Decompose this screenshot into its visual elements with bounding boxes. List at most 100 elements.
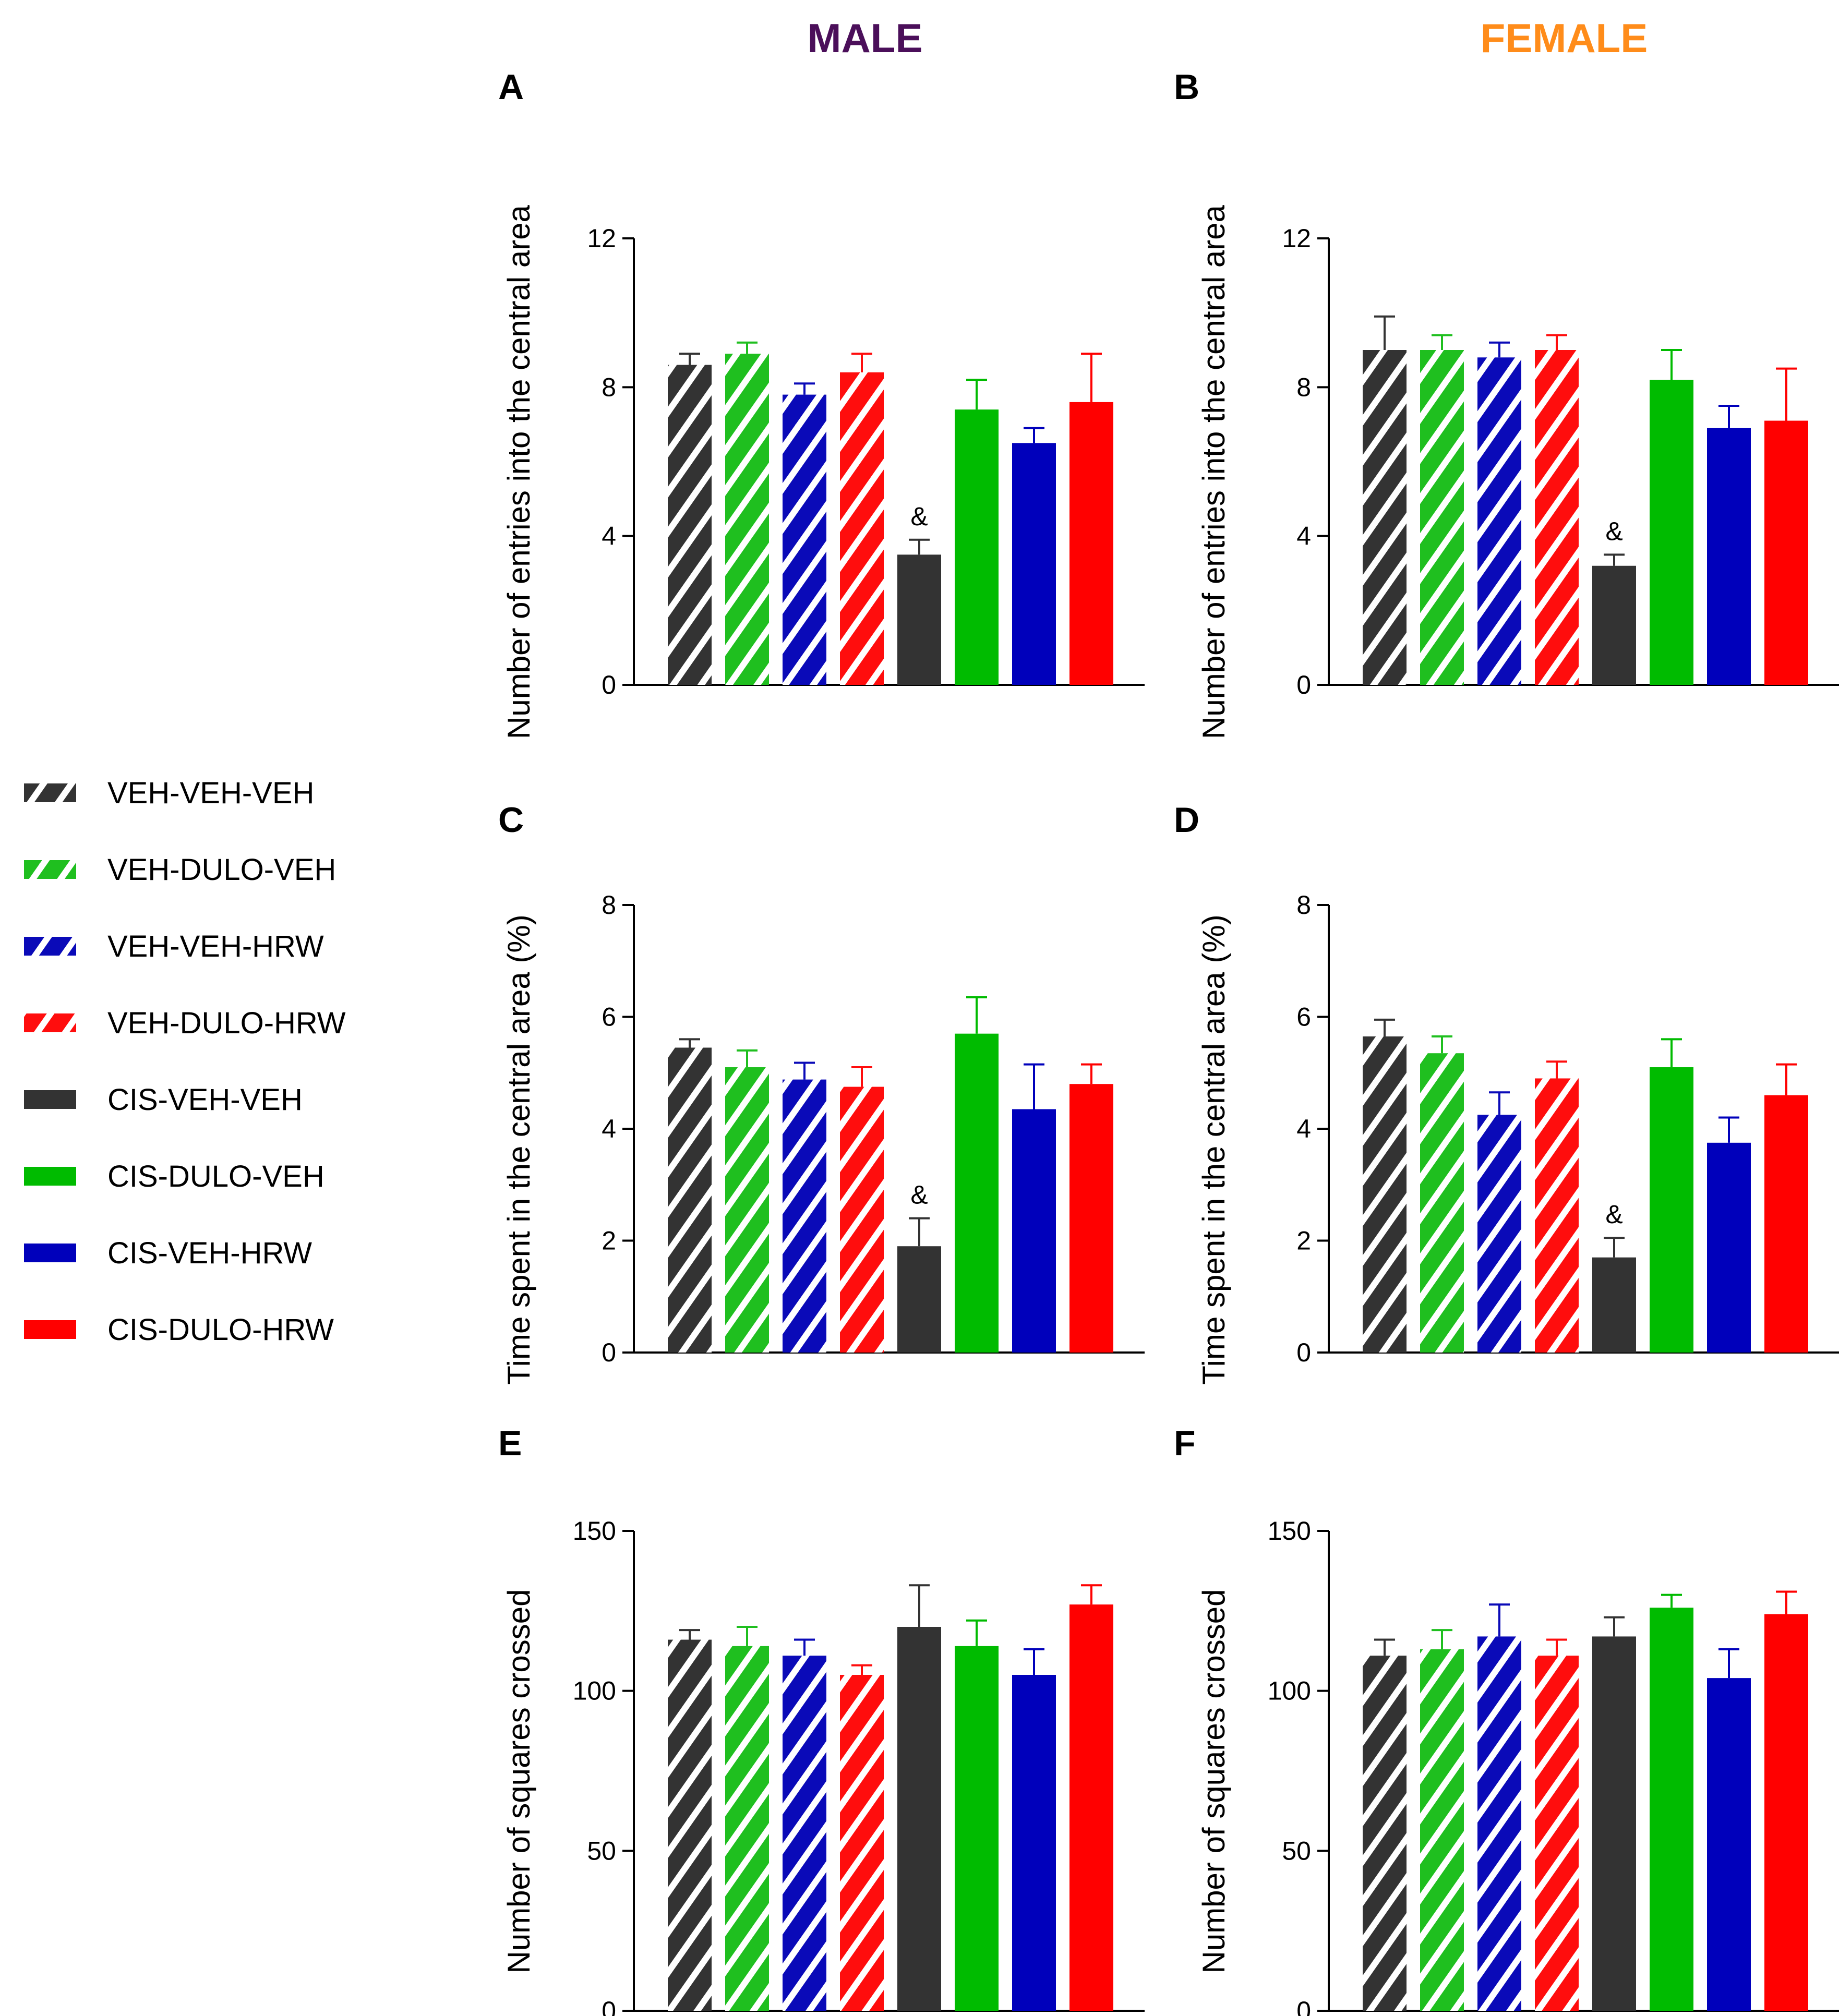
legend-swatch <box>24 1244 76 1262</box>
legend-label: CIS-DULO-VEH <box>107 1160 324 1193</box>
panel-letter: B <box>1174 67 1199 107</box>
panel-letter: C <box>498 800 524 840</box>
error-bar <box>966 1619 987 1646</box>
panel-letter: F <box>1174 1423 1196 1463</box>
female-title: FEMALE <box>1481 15 1648 61</box>
y-tick-label: 4 <box>1296 522 1311 551</box>
bar-veh-veh-hrw <box>1477 1115 1521 1353</box>
error-bar <box>1432 1629 1452 1649</box>
legend: VEH-VEH-VEH VEH-DULO-VEH VEH-VEH-HRW VEH-DU… <box>24 776 346 1347</box>
legend-label: VEH-DULO-VEH <box>107 853 336 887</box>
y-tick-label: 8 <box>1296 372 1311 402</box>
error-bar <box>1374 1018 1395 1037</box>
y-tick-label: 0 <box>1296 1338 1311 1367</box>
error-bar <box>1661 349 1682 380</box>
significance-marker: & <box>1605 1200 1622 1229</box>
bar-cis-veh-hrw <box>1707 428 1751 685</box>
bar-cis-dulo-veh <box>955 409 999 685</box>
error-bar <box>794 1638 815 1656</box>
bar-veh-dulo-hrw <box>840 1675 884 2011</box>
bar-veh-dulo-veh <box>725 354 769 685</box>
error-bar <box>794 382 815 395</box>
bar-cis-dulo-veh <box>955 1646 999 2011</box>
y-tick-label: 8 <box>602 890 616 920</box>
bar-cis-veh-veh <box>897 1627 941 2011</box>
bar-cis-dulo-hrw <box>1764 1614 1808 2011</box>
bar-cis-veh-veh <box>1592 1257 1636 1353</box>
bar-veh-dulo-veh <box>725 1067 769 1353</box>
error-bar <box>1489 1603 1510 1637</box>
bar-cis-dulo-hrw <box>1069 1604 1113 2011</box>
error-bar <box>1489 1091 1510 1115</box>
error-bar <box>1374 315 1395 350</box>
y-tick-label: 0 <box>1296 1996 1311 2016</box>
legend-swatch <box>24 860 76 879</box>
error-bar <box>737 1626 758 1646</box>
legend-label: CIS-VEH-HRW <box>107 1236 312 1270</box>
bar-cis-dulo-hrw <box>1069 1084 1113 1353</box>
y-tick-label: 150 <box>573 1516 616 1546</box>
legend-swatch <box>24 1320 76 1339</box>
significance-marker: & <box>1605 516 1622 546</box>
bar-cis-dulo-hrw <box>1069 402 1113 685</box>
y-tick-label: 4 <box>602 1114 616 1143</box>
y-axis-label: Number of squares crossed <box>1196 1589 1231 1974</box>
error-bar <box>1024 427 1044 443</box>
y-tick-label: 6 <box>602 1003 616 1032</box>
error-bar <box>1546 334 1567 350</box>
legend-label: CIS-DULO-HRW <box>107 1313 334 1347</box>
bar-cis-dulo-hrw <box>1764 420 1808 685</box>
bar-veh-dulo-veh <box>1420 1649 1464 2011</box>
y-tick-label: 50 <box>587 1836 616 1865</box>
error-bar <box>1024 1648 1044 1675</box>
y-tick-label: 2 <box>602 1226 616 1256</box>
legend-label: CIS-VEH-VEH <box>107 1083 303 1117</box>
error-bar <box>851 1664 872 1675</box>
bar-cis-veh-hrw <box>1707 1678 1751 2011</box>
legend-label: VEH-VEH-VEH <box>107 776 314 810</box>
bar-cis-veh-hrw <box>1707 1142 1751 1353</box>
error-bar <box>1489 341 1510 358</box>
bar-veh-veh-hrw <box>783 394 826 685</box>
error-bar <box>737 341 758 354</box>
bar-cis-dulo-veh <box>1650 380 1693 685</box>
bar-cis-dulo-veh <box>955 1033 999 1353</box>
bar-cis-dulo-veh <box>1650 1608 1693 2011</box>
error-bar <box>1432 1035 1452 1054</box>
bar-veh-veh-hrw <box>1477 1636 1521 2011</box>
legend-swatch <box>24 937 76 956</box>
legend-swatch <box>24 1090 76 1109</box>
error-bar <box>909 1584 930 1627</box>
panels: A 0 4 8 12 Number of entries into the central… <box>498 67 1839 2016</box>
error-bar <box>851 1066 872 1087</box>
y-tick-label: 4 <box>602 522 616 551</box>
legend-swatch <box>24 1013 76 1032</box>
legend-swatch <box>24 1167 76 1186</box>
bar-veh-veh-veh <box>668 365 712 685</box>
bar-veh-veh-hrw <box>1477 357 1521 685</box>
bar-cis-veh-veh <box>897 554 941 685</box>
panel-C: C 0 2 4 6 8 Time spent in the central area (%)… <box>498 800 1145 1385</box>
bar-veh-dulo-veh <box>725 1646 769 2011</box>
bar-cis-dulo-veh <box>1650 1067 1693 1353</box>
bar-veh-veh-veh <box>1363 1036 1407 1353</box>
bar-cis-veh-veh <box>1592 1636 1636 2011</box>
error-bar <box>679 353 700 365</box>
bar-cis-veh-veh <box>897 1246 941 1353</box>
y-tick-label: 50 <box>1282 1836 1311 1865</box>
bar-veh-veh-veh <box>1363 1656 1407 2011</box>
error-bar <box>851 353 872 372</box>
bar-cis-veh-hrw <box>1012 1675 1056 2011</box>
y-tick-label: 150 <box>1268 1516 1311 1546</box>
bar-veh-dulo-hrw <box>840 1087 884 1353</box>
panel-letter: E <box>498 1423 522 1463</box>
error-bar <box>966 996 987 1034</box>
bar-veh-veh-veh <box>668 1639 712 2011</box>
bar-veh-veh-veh <box>668 1047 712 1353</box>
bar-veh-dulo-veh <box>1420 1053 1464 1353</box>
error-bar <box>1546 1060 1567 1079</box>
error-bar <box>1081 1584 1102 1605</box>
y-tick-label: 0 <box>602 1338 616 1367</box>
bar-cis-veh-hrw <box>1012 443 1056 685</box>
